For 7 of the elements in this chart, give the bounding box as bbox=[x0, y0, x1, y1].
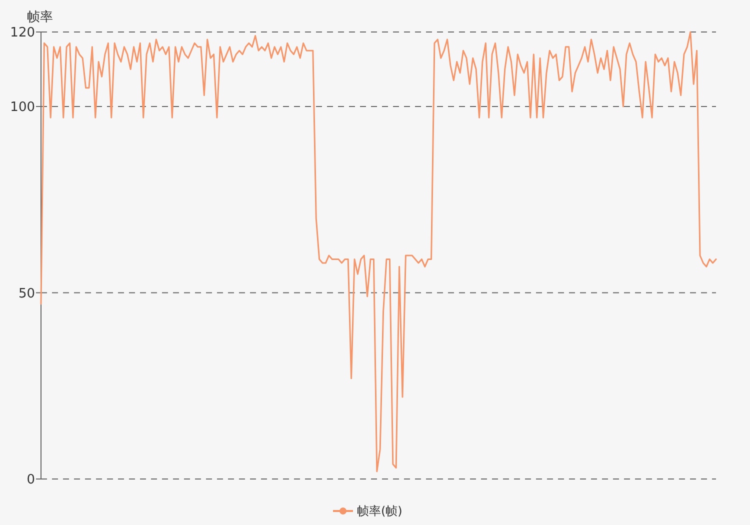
y-tick-label: 50 bbox=[18, 286, 35, 302]
y-tick-label: 120 bbox=[10, 26, 35, 41]
y-tick-label: 100 bbox=[10, 100, 35, 116]
line-series bbox=[40, 31, 717, 472]
legend-label: 帧率(帧) bbox=[357, 504, 402, 518]
y-tick-label: 0 bbox=[26, 472, 35, 488]
y-axis-title: 帧率 bbox=[27, 9, 53, 25]
